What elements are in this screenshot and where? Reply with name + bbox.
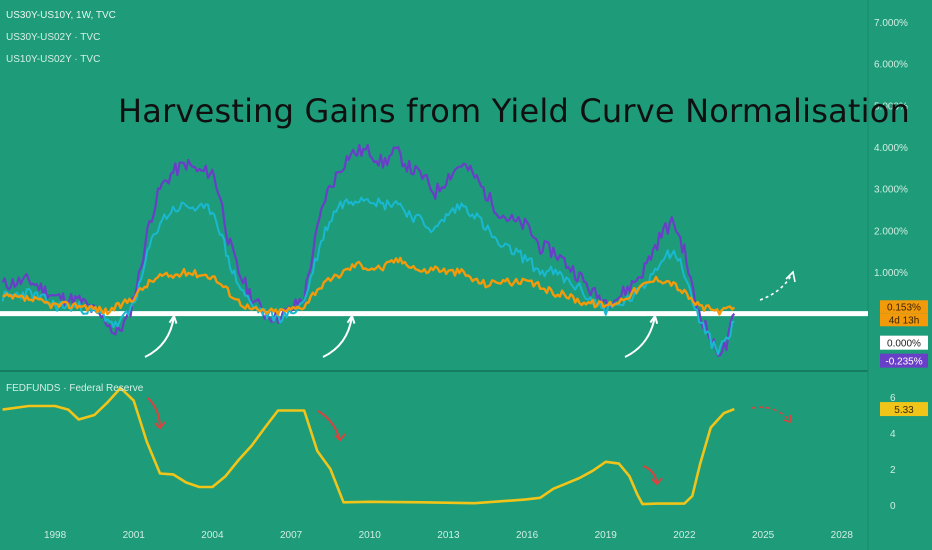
zero-value-badge: 0.000% <box>887 339 921 350</box>
x-tick-label: 2004 <box>201 530 224 541</box>
y-tick-label: 5.000% <box>874 101 908 112</box>
x-tick-label: 1998 <box>44 530 67 541</box>
projection-arrow-head <box>785 270 796 283</box>
rate-cut-arrow <box>147 397 161 429</box>
x-tick-label: 2001 <box>123 530 146 541</box>
annotation-arrow <box>144 315 175 358</box>
y-tick-label: 2.000% <box>874 226 908 237</box>
annotation-arrow-head <box>346 313 356 324</box>
fedfunds-y-tick-label: 6 <box>890 393 896 404</box>
annotation-arrow-head <box>649 313 659 324</box>
projected-cut-arrow <box>751 406 791 422</box>
fedfunds-y-tick-label: 4 <box>890 429 896 440</box>
rate-cut-arrow <box>642 465 658 485</box>
last-value-badge-us30y-us02y: -0.235% <box>885 357 922 368</box>
fedfunds-y-tick-label: 2 <box>890 465 896 476</box>
zero-value-badge-bg <box>880 335 928 350</box>
series-line-fedfunds <box>2 386 735 506</box>
annotation-arrow <box>322 315 353 358</box>
annotation-arrow <box>624 315 656 358</box>
x-tick-label: 2013 <box>437 530 460 541</box>
countdown-badge: 4d 13h <box>889 315 920 326</box>
last-value-badge-us30y-us10y: 0.153% <box>887 302 921 313</box>
series-line-us30y-us10y <box>2 256 736 316</box>
rate-cut-arrow <box>317 410 341 441</box>
fedfunds-legend[interactable]: FEDFUNDS · Federal Reserve <box>6 383 144 394</box>
last-value-badge-us30y-us10y-bg <box>880 300 928 314</box>
fedfunds-last-value-badge: 5.33 <box>894 405 914 416</box>
x-tick-label: 2010 <box>359 530 382 541</box>
projection-arrow <box>759 273 793 301</box>
fedfunds-y-tick-label: 0 <box>890 501 896 512</box>
last-value-badge-us30y-us02y-bg <box>880 353 928 368</box>
x-tick-label: 2007 <box>280 530 303 541</box>
rate-cut-arrow-head <box>651 477 663 486</box>
rate-cut-arrow-head <box>154 421 166 430</box>
chart-title: Harvesting Gains from Yield Curve Normal… <box>118 92 910 130</box>
series-line-us30y-us02y <box>1 143 736 357</box>
series-legend-us30y-us02y[interactable]: US30Y-US02Y · TVC <box>6 32 101 43</box>
symbol-legend[interactable]: US30Y-US10Y, 1W, TVC <box>6 10 116 21</box>
fedfunds-last-value-badge-bg <box>880 402 928 417</box>
x-tick-label: 2028 <box>831 530 854 541</box>
countdown-badge-bg <box>880 313 928 327</box>
projected-cut-arrow-head <box>783 414 792 424</box>
x-tick-label: 2019 <box>595 530 618 541</box>
y-tick-label: 4.000% <box>874 143 908 154</box>
x-tick-label: 2016 <box>516 530 539 541</box>
series-legend-us10y-us02y[interactable]: US10Y-US02Y · TVC <box>6 54 101 65</box>
x-tick-label: 2022 <box>673 530 696 541</box>
y-tick-label: 7.000% <box>874 18 908 29</box>
y-tick-label: 3.000% <box>874 185 908 196</box>
series-line-us10y-us02y <box>1 196 735 356</box>
annotation-arrow-head <box>168 313 178 324</box>
rate-cut-arrow-head <box>334 433 346 442</box>
y-tick-label: 1.000% <box>874 268 908 279</box>
x-tick-label: 2025 <box>752 530 775 541</box>
y-tick-label: 6.000% <box>874 60 908 71</box>
